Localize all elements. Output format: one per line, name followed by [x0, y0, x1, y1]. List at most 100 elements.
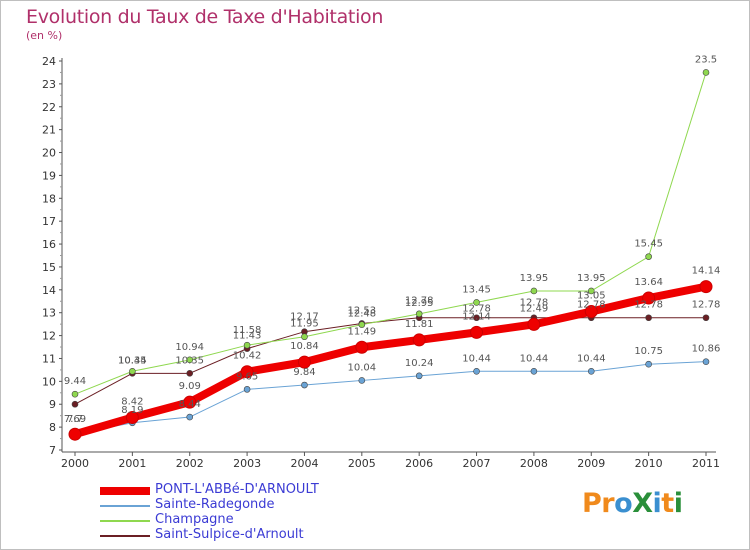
y-tick-label: 21 — [42, 124, 56, 137]
x-tick-label: 2009 — [577, 457, 605, 470]
y-tick-label: 16 — [42, 238, 56, 251]
data-point — [587, 287, 595, 295]
data-label: 11.95 — [290, 319, 319, 330]
y-tick-label: 8 — [49, 421, 56, 434]
data-label: 11.81 — [405, 319, 434, 330]
data-point — [587, 367, 595, 375]
logo-letter: o — [614, 488, 633, 519]
y-tick-label: 18 — [42, 192, 56, 205]
data-point — [186, 413, 194, 421]
data-label: 7.7 — [67, 414, 83, 425]
x-tick-label: 2011 — [692, 457, 720, 470]
data-label: 7.69 — [64, 414, 86, 425]
data-label: 13.95 — [520, 273, 549, 284]
data-point — [358, 377, 366, 384]
data-label: 8.42 — [121, 397, 143, 408]
data-point — [68, 427, 82, 441]
data-label: 12.48 — [347, 309, 376, 320]
data-point — [702, 358, 710, 365]
logo-letter: X — [632, 488, 653, 519]
series-line-0 — [74, 317, 707, 405]
data-point — [243, 341, 251, 349]
data-point — [125, 411, 139, 425]
data-point — [473, 367, 480, 375]
data-label: 9.84 — [293, 367, 315, 378]
data-label: 14.14 — [692, 266, 721, 277]
y-tick-label: 24 — [42, 55, 56, 68]
series-line-3 — [71, 282, 710, 439]
x-tick-label: 2006 — [405, 457, 433, 470]
data-label: 8.19 — [121, 405, 143, 416]
y-tick-label: 15 — [42, 261, 56, 274]
x-tick-label: 2001 — [118, 457, 146, 470]
y-tick-label: 9 — [49, 398, 56, 411]
data-label: 12.78 — [520, 298, 549, 309]
data-label: 10.94 — [175, 342, 204, 353]
data-label: 9.44 — [64, 376, 86, 387]
data-label: 12.17 — [290, 312, 319, 323]
logo-letter: i — [652, 488, 662, 519]
y-tick-label: 17 — [42, 215, 56, 228]
data-point — [243, 386, 251, 393]
x-tick-label: 2010 — [635, 457, 663, 470]
data-point — [355, 340, 369, 354]
data-point — [129, 367, 136, 375]
legend-swatch — [100, 487, 150, 495]
data-point — [702, 69, 710, 76]
logo-letter: P — [582, 488, 602, 519]
data-label: 10.86 — [692, 344, 721, 355]
data-label: 12.95 — [405, 298, 434, 309]
x-tick-label: 2005 — [348, 457, 376, 470]
data-label: 12.49 — [520, 303, 549, 314]
data-label: 10.44 — [520, 353, 549, 364]
data-label: 10.84 — [290, 341, 319, 352]
data-label: 10.44 — [462, 353, 491, 364]
legend-label: Saint-Sulpice-d'Arnoult — [155, 527, 304, 542]
y-tick-label: 19 — [42, 169, 56, 182]
data-point — [415, 310, 423, 318]
data-point — [645, 314, 652, 322]
x-tick-label: 2004 — [290, 457, 318, 470]
x-tick-label: 2000 — [61, 457, 89, 470]
x-tick-label: 2007 — [463, 457, 491, 470]
data-label: 11.49 — [347, 326, 376, 337]
data-point — [642, 291, 656, 305]
data-point — [415, 372, 423, 380]
chart-subtitle: (en %) — [26, 29, 63, 42]
logo-letter: r — [601, 488, 615, 519]
y-tick-label: 10 — [42, 375, 56, 388]
legend-label: PONT-L'ABBé-D'ARNOULT — [155, 482, 319, 497]
x-tick-label: 2008 — [520, 457, 548, 470]
data-point — [301, 381, 308, 389]
y-tick-label: 12 — [42, 330, 56, 343]
data-point — [71, 400, 79, 408]
data-point — [645, 360, 652, 368]
y-tick-label: 7 — [49, 444, 56, 457]
legend-swatch — [100, 520, 150, 522]
legend-label: Sainte-Radegonde — [155, 497, 275, 512]
data-point — [473, 314, 480, 322]
legend-label: Champagne — [155, 512, 234, 527]
data-label: 10.44 — [118, 355, 147, 366]
data-point — [186, 356, 194, 364]
data-point — [470, 325, 484, 339]
data-label: 10.04 — [347, 362, 376, 373]
data-label: 9.65 — [236, 371, 258, 382]
data-label: 12.14 — [462, 311, 491, 322]
data-label: 8.44 — [179, 399, 201, 410]
data-label: 10.42 — [233, 351, 262, 362]
data-point — [473, 299, 480, 306]
data-label: 12.78 — [634, 300, 663, 311]
data-point — [186, 370, 194, 377]
data-point — [297, 355, 311, 369]
y-tick-label: 20 — [42, 147, 56, 160]
data-label: 11.43 — [233, 331, 262, 342]
data-point — [530, 287, 538, 295]
data-point — [71, 390, 79, 398]
data-point — [530, 367, 538, 375]
data-label: 12.78 — [577, 300, 606, 311]
chart-title: Evolution du Taux de Taxe d'Habitation — [26, 6, 384, 28]
data-point — [699, 280, 713, 294]
y-tick-label: 13 — [42, 307, 56, 320]
